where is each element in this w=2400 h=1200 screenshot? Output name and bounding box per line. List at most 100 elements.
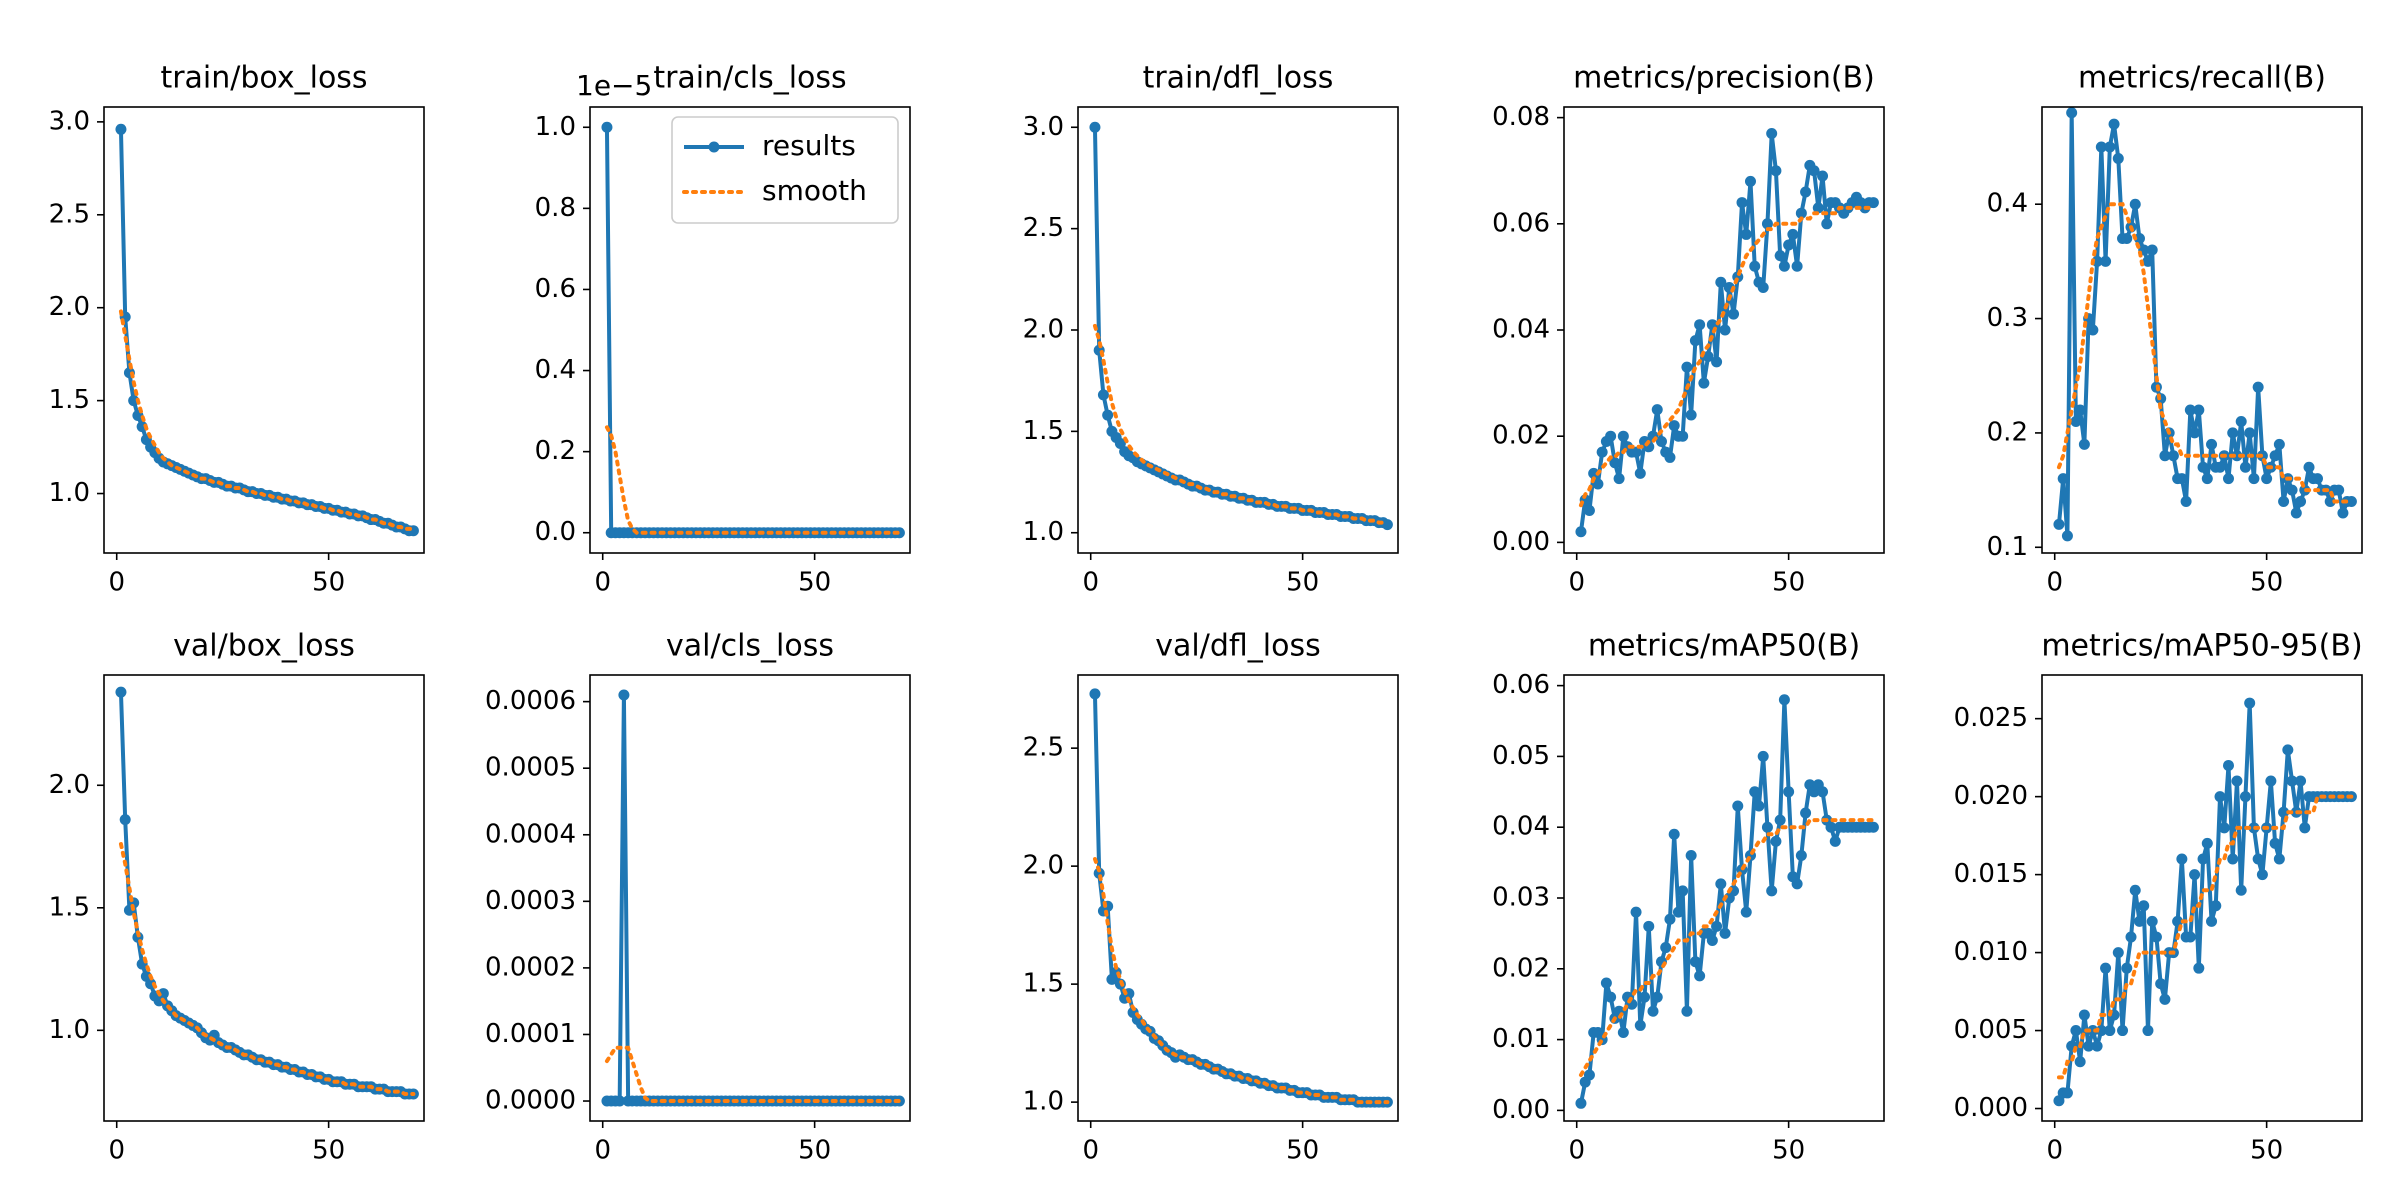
results-data-point (2057, 473, 2069, 485)
results-data-point (1660, 942, 1672, 954)
results-data-point (1706, 934, 1718, 946)
plot-area (115, 123, 419, 537)
results-data-point (1617, 430, 1629, 442)
results-data-point (2070, 1025, 2082, 1037)
results-data-point (1605, 430, 1617, 442)
axes-frame (103, 106, 425, 554)
results-data-point (1685, 850, 1697, 862)
results-data-point (2197, 853, 2209, 865)
chart-title: val/cls_loss (666, 629, 834, 664)
y-tick-label: 2.5 (1023, 213, 1064, 243)
results-data-point (2061, 530, 2073, 542)
results-data-point (2066, 107, 2078, 119)
results-data-point (1812, 202, 1824, 214)
x-tick-label: 0 (2046, 1136, 2063, 1166)
results-data-point (1651, 404, 1663, 416)
results-data-point (2083, 1040, 2095, 1052)
results-data-point (2214, 461, 2226, 473)
y-tick-label: 0.015 (1954, 859, 2028, 889)
y-tick-label: 2.5 (49, 199, 90, 229)
results-data-point (2231, 775, 2243, 787)
results-data-point (1728, 308, 1740, 320)
results-data-point (2146, 915, 2158, 927)
results-data-point (1715, 878, 1727, 890)
results-data-point (2189, 869, 2201, 881)
chart-panel: metrics/precision(B) 0 50 0.00 0.02 0.04 0.06 0… (1492, 61, 1885, 598)
chart-panel: metrics/mAP50-95(B) 0 50 0.000 0.005 0.010 0.0… (1954, 629, 2363, 1166)
results-data-point (1588, 467, 1600, 479)
y-tick-label: 1.0 (1023, 517, 1064, 547)
results-data-point (1732, 800, 1744, 812)
plot-area (2053, 107, 2357, 542)
y-tick-label: 1.5 (49, 385, 90, 415)
results-data-point (1609, 457, 1621, 469)
results-series-line (2057, 701, 2352, 1102)
results-data-point (2345, 496, 2357, 508)
results-data-point (2159, 450, 2171, 462)
results-data-point (2244, 697, 2256, 709)
results-data-point (1821, 218, 1833, 230)
chart-title: metrics/mAP50-95(B) (2041, 629, 2362, 664)
results-data-point (2184, 404, 2196, 416)
y-tick-label: 0.025 (1954, 703, 2028, 733)
results-data-point (1630, 906, 1642, 918)
x-tick-label: 50 (312, 1136, 345, 1166)
x-tick-label: 50 (2250, 1136, 2283, 1166)
results-data-point (2078, 1009, 2090, 1021)
results-data-point (2256, 869, 2268, 881)
results-data-point (2155, 978, 2167, 990)
chart-panel: val/dfl_loss 0 50 1.0 1.5 2.0 2.5 (1023, 629, 1399, 1166)
results-data-point (601, 121, 613, 133)
results-data-point (1787, 228, 1799, 240)
x-tick-label: 0 (108, 1136, 125, 1166)
results-data-point (1102, 409, 1114, 421)
results-data-point (2222, 473, 2234, 485)
chart-panel: train/dfl_loss 0 50 1.0 1.5 2.0 2.5 3.0 (1023, 61, 1399, 598)
axes-frame (2041, 106, 2363, 554)
results-data-point (1689, 335, 1701, 347)
y-tick-label: 2.0 (1023, 851, 1064, 881)
results-data-point (1817, 786, 1829, 798)
results-data-point (1766, 128, 1778, 140)
results-data-point (1668, 828, 1680, 840)
x-tick-label: 0 (1568, 1136, 1585, 1166)
chart-panel: metrics/recall(B) 0 50 0.1 0.2 0.3 0.4 (1987, 61, 2363, 598)
results-data-point (2053, 518, 2065, 530)
results-data-point (2265, 775, 2277, 787)
results-data-point (2095, 1025, 2107, 1037)
results-data-point (2142, 1025, 2154, 1037)
results-data-point (2108, 118, 2120, 130)
results-data-point (2278, 806, 2290, 818)
results-data-point (2206, 438, 2218, 450)
y-tick-label: 0.04 (1492, 315, 1550, 345)
plot-area (115, 686, 419, 1100)
results-data-point (2133, 915, 2145, 927)
results-data-point (1575, 1097, 1587, 1109)
results-data-point (1736, 197, 1748, 209)
plot-area (1575, 694, 1879, 1109)
results-data-point (1719, 927, 1731, 939)
results-data-point (1791, 260, 1803, 272)
axes-frame (2041, 674, 2363, 1122)
results-data-point (2201, 473, 2213, 485)
results-data-point (1668, 420, 1680, 432)
results-data-point (2074, 404, 2086, 416)
results-data-point (119, 814, 131, 826)
y-tick-label: 2.0 (1023, 315, 1064, 345)
y-tick-label: 0.0000 (485, 1086, 576, 1116)
y-tick-label: 2.0 (49, 770, 90, 800)
smooth-series-line (1092, 323, 1390, 525)
results-data-point (1651, 991, 1663, 1003)
results-data-point (2295, 496, 2307, 508)
results-data-point (2159, 993, 2171, 1005)
axis-offset-text: 1e−5 (576, 69, 652, 102)
results-data-point (1766, 885, 1778, 897)
results-data-point (2269, 450, 2281, 462)
results-data-point (1702, 351, 1714, 363)
x-tick-label: 0 (2046, 568, 2063, 598)
x-tick-label: 50 (1772, 568, 1805, 598)
results-data-point (1681, 1005, 1693, 1017)
results-data-point (2070, 415, 2082, 427)
smooth-series-line (604, 425, 902, 535)
